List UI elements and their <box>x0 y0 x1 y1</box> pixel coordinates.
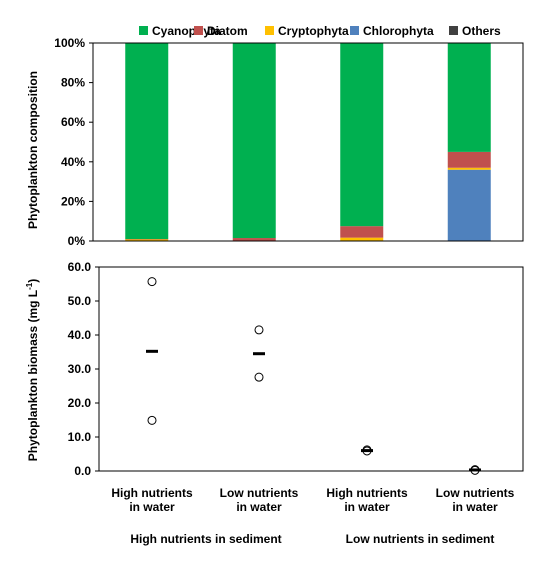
x-category-label: in water <box>129 500 175 514</box>
composition-y-tick-label: 80% <box>61 76 85 90</box>
biomass-y-tick-label: 10.0 <box>68 430 92 444</box>
biomass-point <box>147 277 157 287</box>
bar-diatom <box>340 226 384 238</box>
biomass-points <box>146 277 481 475</box>
x-group-label: High nutrients in sediment <box>130 532 281 546</box>
composition-y-label: Phytoplankton composition <box>26 71 40 229</box>
legend-swatch-cyanophyta <box>139 26 148 35</box>
bar-cryptophyta <box>340 237 384 241</box>
x-category-label: Low nutrients <box>436 486 515 500</box>
biomass-y-axis-title: Phytoplankton biomass (mg L-1) <box>25 279 40 461</box>
biomass-y-tick-label: 60.0 <box>68 260 92 274</box>
legend-swatch-chlorophyta <box>350 26 359 35</box>
composition-y-tick-label: 60% <box>61 115 85 129</box>
bar-cyanophyta <box>232 43 276 239</box>
legend-label-diatom: Diatom <box>207 24 248 38</box>
bar-cryptophyta <box>125 239 169 241</box>
biomass-y-axis: 0.0 10.0 20.0 30.0 40.0 50.0 60.0 <box>68 260 99 478</box>
biomass-y-tick-label: 20.0 <box>68 396 92 410</box>
x-category-label: in water <box>452 500 498 514</box>
x-category-label: Low nutrients <box>220 486 299 500</box>
bar-cyanophyta <box>447 43 491 152</box>
biomass-y-tick-label: 0.0 <box>74 464 91 478</box>
x-category-label: High nutrients <box>111 486 193 500</box>
bar-chlorophyta <box>447 169 491 241</box>
legend-label-others: Others <box>462 24 501 38</box>
legend-swatch-cryptophyta <box>265 26 274 35</box>
composition-plot-frame <box>92 42 524 242</box>
composition-bars <box>125 43 491 241</box>
composition-y-tick-label: 20% <box>61 194 85 208</box>
x-category-label: High nutrients <box>326 486 408 500</box>
biomass-y-tick-label: 50.0 <box>68 294 92 308</box>
biomass-plot-frame <box>98 266 524 472</box>
biomass-point <box>147 415 157 425</box>
biomass-y-label: Phytoplankton biomass (mg L-1) <box>25 279 40 461</box>
legend-swatch-others <box>449 26 458 35</box>
bar-cryptophyta <box>447 167 491 170</box>
biomass-y-tick-label: 40.0 <box>68 328 92 342</box>
biomass-point <box>254 325 264 335</box>
legend-label-chlorophyta: Chlorophyta <box>363 24 434 38</box>
composition-y-tick-label: 0% <box>68 234 86 248</box>
bar-cyanophyta <box>125 43 169 240</box>
x-category-label: in water <box>236 500 282 514</box>
biomass-y-tick-label: 30.0 <box>68 362 92 376</box>
legend-label-cyanophyta: Cyanophyta <box>152 24 221 38</box>
biomass-point <box>254 372 264 382</box>
bar-cyanophyta <box>340 43 384 227</box>
composition-y-tick-label: 100% <box>54 36 85 50</box>
composition-y-tick-label: 40% <box>61 155 85 169</box>
x-group-label: Low nutrients in sediment <box>346 532 495 546</box>
bar-diatom <box>447 151 491 168</box>
x-category-label: in water <box>344 500 390 514</box>
legend-label-cryptophyta: Cryptophyta <box>278 24 349 38</box>
legend-swatch-diatom <box>194 26 203 35</box>
composition-y-axis: 0% 20% 40% 60% 80% 100% <box>54 36 93 248</box>
bar-diatom <box>232 238 276 241</box>
composition-y-axis-title: Phytoplankton composition <box>26 71 40 229</box>
